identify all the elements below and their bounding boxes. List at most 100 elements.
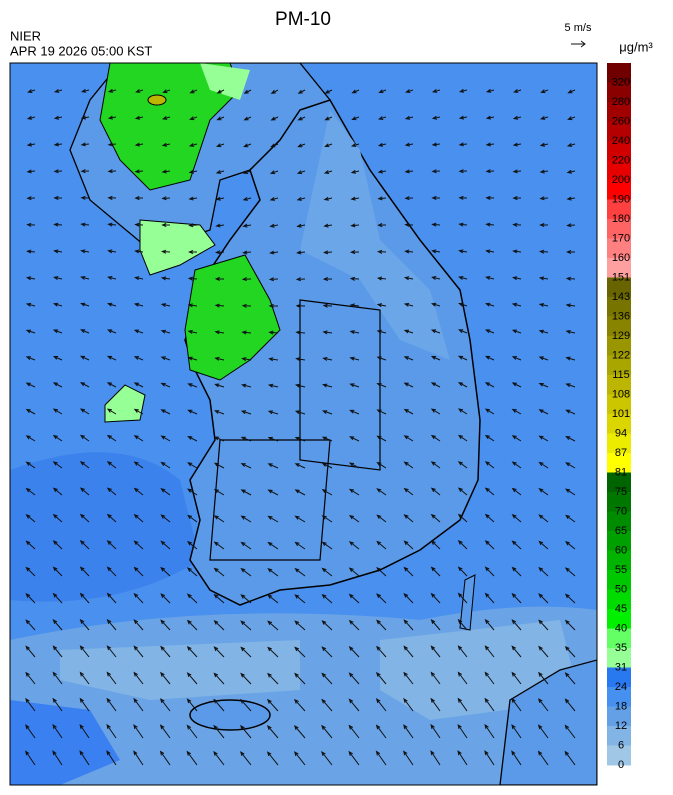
colorbar-tick-label: 40: [615, 622, 627, 634]
wind-arrow: [457, 513, 468, 523]
wind-arrow: [430, 750, 441, 766]
colorbar-bin: [607, 433, 631, 454]
wind-arrow: [539, 249, 549, 254]
colorbar-tick-label: 60: [615, 544, 627, 556]
wind-arrow: [106, 645, 117, 658]
wind-arrow: [485, 329, 495, 334]
wind-arrow: [160, 276, 171, 281]
wind-arrow: [79, 671, 90, 685]
wind-arrow: [564, 540, 576, 550]
wind-arrow: [215, 250, 225, 255]
wind-arrow: [25, 566, 36, 577]
colorbar-bin: [607, 648, 631, 668]
wind-arrow: [25, 619, 36, 631]
wind-arrow: [187, 330, 198, 334]
wind-arrow: [511, 750, 522, 766]
wind-arrow: [566, 249, 575, 255]
wind-arrow: [539, 169, 549, 174]
wind-arrow: [52, 540, 63, 550]
wind-arrow: [403, 382, 414, 388]
wind-arrow: [511, 592, 522, 604]
wind-arrow: [321, 646, 333, 658]
wind-arrow: [187, 356, 198, 361]
wind-arrow: [430, 697, 441, 712]
wind-arrow: [321, 672, 333, 685]
wind-arrow: [213, 515, 225, 523]
wind-arrow: [80, 329, 90, 334]
green-patch: [104, 384, 146, 423]
wind-arrow: [564, 750, 576, 766]
wind-arrow: [512, 196, 522, 201]
wind-arrow: [294, 463, 306, 469]
colorbar-tick-label: 35: [615, 642, 627, 654]
wind-arrow: [295, 277, 306, 282]
wind-arrow: [538, 566, 549, 577]
wind-arrow: [270, 89, 279, 94]
wind-arrow: [267, 594, 279, 604]
colorbar-bin: [607, 687, 631, 707]
wind-arrow: [564, 593, 576, 604]
wind-arrow: [213, 620, 225, 631]
wind-arrow: [511, 566, 522, 577]
wind-arrow: [564, 619, 576, 631]
wind-arrow: [538, 356, 549, 361]
wind-arrow: [160, 409, 171, 415]
colorbar-tick-label: 320: [612, 76, 630, 88]
wind-arrow: [349, 276, 360, 281]
wind-arrow: [538, 435, 549, 442]
south-korea: [184, 99, 481, 606]
wind-arrow: [403, 724, 414, 739]
wind-arrow: [403, 697, 414, 712]
wind-arrow: [485, 142, 495, 147]
wind-arrow: [512, 222, 522, 227]
wind-arrow: [430, 671, 441, 685]
colorbar-bin: [607, 628, 631, 649]
wind-arrow: [349, 356, 360, 361]
wind-arrow: [134, 222, 144, 227]
wind-arrow: [53, 222, 63, 227]
wind-arrow: [512, 115, 522, 120]
wind-arrow: [430, 487, 441, 496]
wind-arrow: [296, 250, 306, 255]
wind-arrow: [52, 750, 63, 766]
wind-arrow: [52, 461, 63, 469]
colorbar-tick-label: 50: [615, 583, 627, 595]
wind-arrow: [25, 487, 36, 496]
wind-arrow: [240, 594, 252, 604]
wind-arrow: [80, 88, 90, 93]
wind-arrow: [52, 356, 63, 361]
wind-arrow: [537, 750, 549, 766]
wind-arrow: [25, 435, 36, 442]
wind-arrow: [295, 330, 306, 335]
colorbar-bin: [607, 258, 631, 278]
colorbar-tick-label: 75: [615, 486, 627, 498]
colorbar-bin: [607, 355, 631, 376]
wind-arrow: [269, 223, 279, 228]
wind-arrow: [213, 593, 225, 604]
wind-arrow: [267, 515, 279, 523]
datetime: APR 19 2026 05:00 KST: [10, 43, 152, 58]
wind-arrow: [25, 356, 36, 361]
wind-arrow: [485, 115, 495, 120]
wind-arrow: [294, 436, 306, 442]
wind-arrow: [565, 330, 576, 334]
wind-arrow: [241, 330, 252, 335]
wind-arrow: [268, 277, 279, 282]
wind-arrow: [213, 724, 225, 739]
wind-arrow: [484, 750, 495, 766]
land-patch: [300, 110, 450, 360]
wind-arrow: [26, 115, 36, 120]
wind-arrow: [564, 672, 576, 685]
wind-arrow: [161, 142, 171, 147]
wind-arrow: [267, 620, 279, 631]
wind-arrow: [241, 357, 252, 362]
wind-arrow: [213, 750, 225, 766]
colorbar-tick-label: 240: [612, 135, 630, 147]
wind-arrow: [187, 462, 198, 469]
wind-arrow: [106, 566, 117, 577]
wind-arrow: [107, 115, 117, 120]
wind-arrow: [25, 461, 36, 469]
wind-arrow: [213, 462, 225, 469]
wind-arrow: [375, 750, 387, 766]
wind-arrow: [106, 540, 117, 550]
